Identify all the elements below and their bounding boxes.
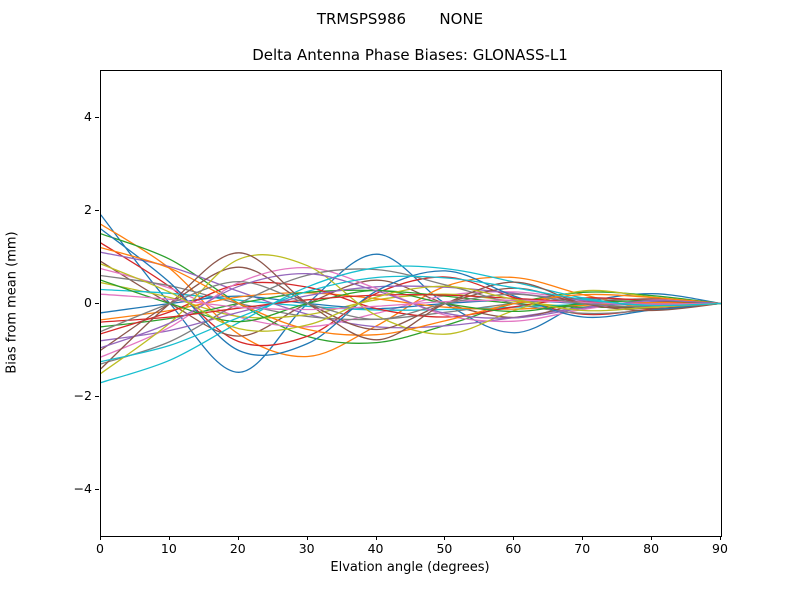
x-tick-mark [720, 536, 721, 540]
x-tick-label: 30 [298, 541, 315, 556]
x-axis-label: Elvation angle (degrees) [330, 560, 490, 575]
x-tick-mark [444, 536, 446, 540]
y-tick-label: −4 [73, 480, 92, 496]
x-tick-mark [375, 536, 377, 540]
x-tick-label: 50 [436, 541, 453, 556]
series-line [101, 281, 721, 335]
y-tick-mark [95, 302, 99, 304]
x-tick-label: 60 [505, 541, 522, 556]
x-tick-label: 90 [712, 541, 728, 556]
x-tick-label: 40 [367, 541, 384, 556]
x-tick-label: 80 [643, 541, 660, 556]
plot-area [100, 70, 722, 537]
y-axis-label: Bias from mean (mm) [4, 231, 20, 374]
x-tick-mark [306, 536, 308, 540]
chart-title: Delta Antenna Phase Biases: GLONASS-L1 [252, 46, 568, 64]
x-tick-mark [651, 536, 653, 540]
series-line [101, 280, 721, 333]
figure-suptitle: TRMSPS986 NONE [316, 10, 484, 28]
y-tick-label: 4 [84, 108, 92, 124]
series-line [101, 279, 721, 323]
y-tick-mark [95, 395, 99, 397]
series-line [101, 263, 721, 332]
x-tick-mark [100, 536, 101, 540]
y-tick-label: −2 [73, 387, 92, 403]
series-line [101, 266, 721, 351]
y-tick-label: 2 [84, 201, 92, 217]
x-tick-mark [582, 536, 584, 540]
series-line [101, 254, 721, 374]
y-tick-mark [95, 116, 99, 118]
x-tick-label: 10 [160, 541, 177, 556]
x-tick-label: 70 [574, 541, 591, 556]
x-tick-mark [237, 536, 239, 540]
x-tick-mark [168, 536, 170, 540]
series-line [101, 252, 721, 370]
x-tick-label: 20 [229, 541, 246, 556]
y-tick-mark [95, 488, 99, 490]
y-tick-mark [95, 209, 99, 211]
plot-lines [101, 214, 721, 384]
y-tick-label: 0 [84, 294, 92, 310]
x-tick-label: 0 [96, 541, 104, 556]
series-line [101, 275, 721, 363]
x-tick-mark [513, 536, 515, 540]
series-line [101, 247, 721, 336]
